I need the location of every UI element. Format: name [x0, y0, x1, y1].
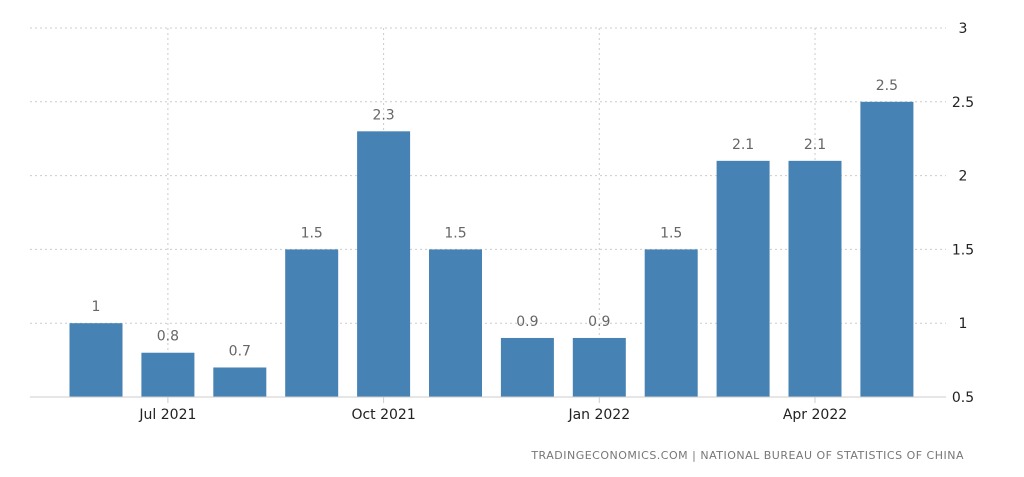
bar — [357, 131, 411, 397]
bar — [213, 367, 267, 397]
bar-value-label: 0.7 — [229, 343, 251, 359]
y-tick-label: 1.5 — [952, 242, 974, 258]
data-labels-layer: 1 0.8 0.7 1.5 2.3 1.5 0.9 0.9 1.5 2.1 2.1 2.5 — [92, 78, 898, 360]
x-tick-label: Oct 2021 — [351, 407, 415, 423]
x-axis: Jul 2021 Oct 2021 Jan 2022 Apr 2022 — [30, 396, 946, 423]
bar — [69, 323, 123, 397]
bar — [285, 249, 339, 397]
y-tick-label: 3 — [959, 21, 968, 37]
bar — [500, 337, 554, 397]
bar — [860, 101, 914, 398]
bar-value-label: 0.9 — [588, 314, 610, 330]
y-tick-label: 2 — [959, 169, 968, 185]
bar-value-label: 0.8 — [157, 329, 179, 345]
y-tick-label: 2.5 — [952, 95, 974, 111]
y-tick-label: 0.5 — [952, 390, 974, 406]
x-tick-label: Jul 2021 — [138, 407, 196, 423]
bar-value-label: 2.1 — [804, 137, 826, 153]
bar-value-label: 1.5 — [444, 225, 466, 241]
bars-layer — [69, 101, 914, 398]
bar-value-label: 1.5 — [660, 225, 682, 241]
bar-value-label: 2.3 — [372, 107, 394, 123]
bar — [572, 337, 626, 397]
y-axis: 0.5 1 1.5 2 2.5 3 — [952, 21, 974, 406]
bar — [141, 352, 195, 397]
bar-value-label: 1.5 — [301, 225, 323, 241]
x-tick-label: Apr 2022 — [783, 407, 847, 423]
bar-value-label: 2.5 — [876, 78, 898, 94]
y-tick-label: 1 — [959, 316, 968, 332]
bar — [644, 249, 698, 397]
bar — [716, 160, 770, 397]
source-attribution: TRADINGECONOMICS.COM | NATIONAL BUREAU O… — [531, 449, 964, 462]
bar-value-label: 0.9 — [516, 314, 538, 330]
bar-value-label: 2.1 — [732, 137, 754, 153]
bar-value-label: 1 — [92, 299, 101, 315]
x-tick-label: Jan 2022 — [567, 407, 630, 423]
bar — [788, 160, 842, 397]
grid-layer — [30, 27, 946, 397]
bar — [429, 249, 482, 397]
